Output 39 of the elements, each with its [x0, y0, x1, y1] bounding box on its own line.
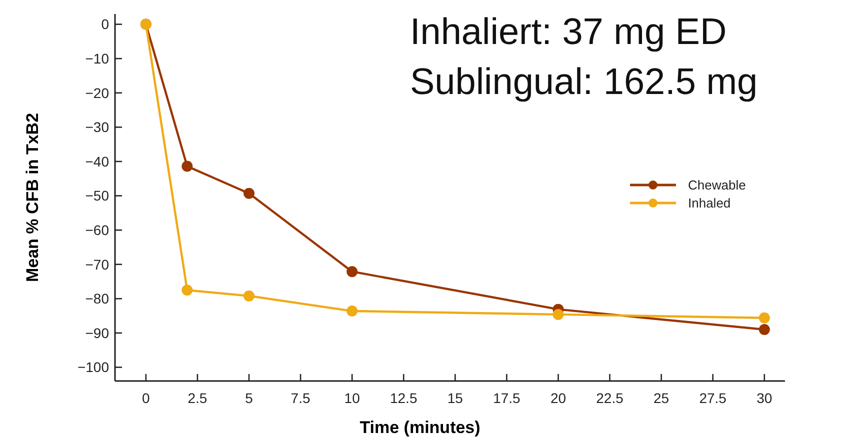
y-tick-label: −40	[85, 153, 110, 170]
x-tick-label: 22.5	[596, 390, 624, 406]
y-tick-label: −100	[77, 359, 110, 376]
point	[758, 312, 770, 324]
annotation: Sublingual: 162.5 mg	[410, 61, 758, 102]
x-tick-label: 2.5	[188, 390, 208, 406]
x-tick-label: 7.5	[290, 390, 310, 406]
point	[244, 188, 254, 199]
legend-label: Inhaled	[688, 196, 731, 211]
legend-label: Chewable	[688, 178, 746, 193]
point	[244, 290, 254, 302]
y-tick-label: −10	[85, 50, 110, 66]
x-tick-label: 0	[142, 390, 150, 406]
x-tick-label: 10	[344, 390, 360, 406]
point	[552, 308, 564, 320]
x-tick-label: 20	[550, 390, 566, 406]
x-tick-label: 5	[245, 390, 254, 406]
x-axis-title: Time (minutes)	[360, 418, 480, 437]
y-tick-label: −30	[85, 119, 110, 136]
point	[346, 306, 358, 317]
point	[346, 266, 358, 278]
y-tick-label: −80	[85, 290, 110, 307]
y-tick-label: −90	[85, 324, 110, 341]
point	[182, 160, 193, 172]
x-tick-label: 15	[447, 390, 464, 406]
x-tick-label: 27.5	[699, 390, 727, 406]
annotation: Inhaliert: 37 mg ED	[410, 11, 727, 52]
point	[182, 284, 193, 296]
x-tick-label: 17.5	[493, 390, 521, 406]
point	[758, 324, 770, 336]
y-tick-label: −20	[85, 84, 110, 101]
x-tick-label: 30	[756, 390, 772, 406]
x-tick-label: 12.5	[390, 390, 418, 406]
y-tick-label: −50	[85, 188, 110, 204]
y-tick-label: −70	[85, 256, 110, 272]
x-tick-label: 25	[654, 390, 670, 406]
y-tick-label: −60	[85, 222, 110, 238]
y-tick-label: 0	[101, 16, 110, 32]
y-axis-title: Mean % CFB in TxB2	[23, 112, 42, 282]
